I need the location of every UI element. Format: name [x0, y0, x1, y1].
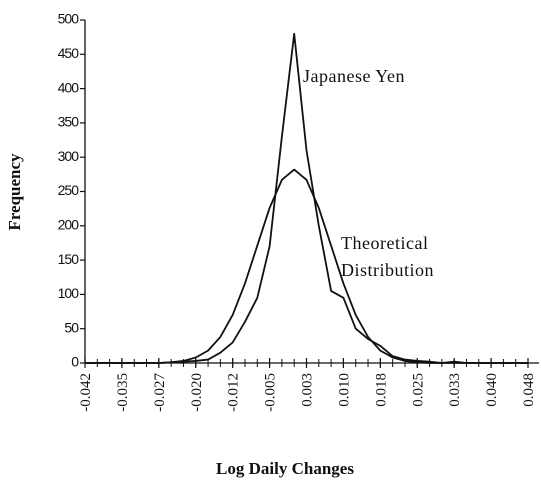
x-tick-label: 0.040 — [484, 373, 500, 407]
y-tick-label: 350 — [58, 114, 80, 130]
y-tick-label: 150 — [58, 251, 80, 267]
x-tick-label: 0.003 — [300, 373, 316, 407]
x-tick-label: -0.020 — [189, 373, 205, 412]
x-tick-label: 0.048 — [521, 373, 537, 407]
x-tick-label: -0.005 — [263, 373, 279, 412]
x-tick-label: -0.035 — [115, 373, 131, 412]
y-tick-label: 250 — [58, 182, 80, 198]
series-label: Theoretical Distribution — [341, 233, 434, 280]
y-tick-label: 50 — [64, 319, 79, 335]
y-tick-label: 400 — [58, 79, 80, 95]
y-axis-title: Frequency — [5, 153, 24, 231]
y-tick-label: 100 — [58, 285, 80, 301]
x-tick-label: -0.012 — [226, 373, 242, 412]
x-tick-label: -0.027 — [152, 373, 168, 412]
y-tick-label: 300 — [58, 148, 80, 164]
x-tick-label: 0.025 — [410, 373, 426, 407]
x-tick-label: -0.042 — [78, 373, 94, 412]
y-tick-label: 500 — [58, 11, 80, 27]
series-label: Japanese Yen — [303, 66, 405, 86]
series-line — [85, 168, 528, 364]
y-tick-label: 0 — [71, 354, 79, 370]
x-axis-title: Log Daily Changes — [216, 459, 354, 478]
y-tick-label: 200 — [58, 217, 80, 233]
x-tick-label: 0.033 — [447, 373, 463, 407]
x-tick-label: 0.010 — [336, 373, 352, 407]
x-tick-label: 0.018 — [373, 373, 389, 407]
y-tick-label: 450 — [58, 45, 80, 61]
